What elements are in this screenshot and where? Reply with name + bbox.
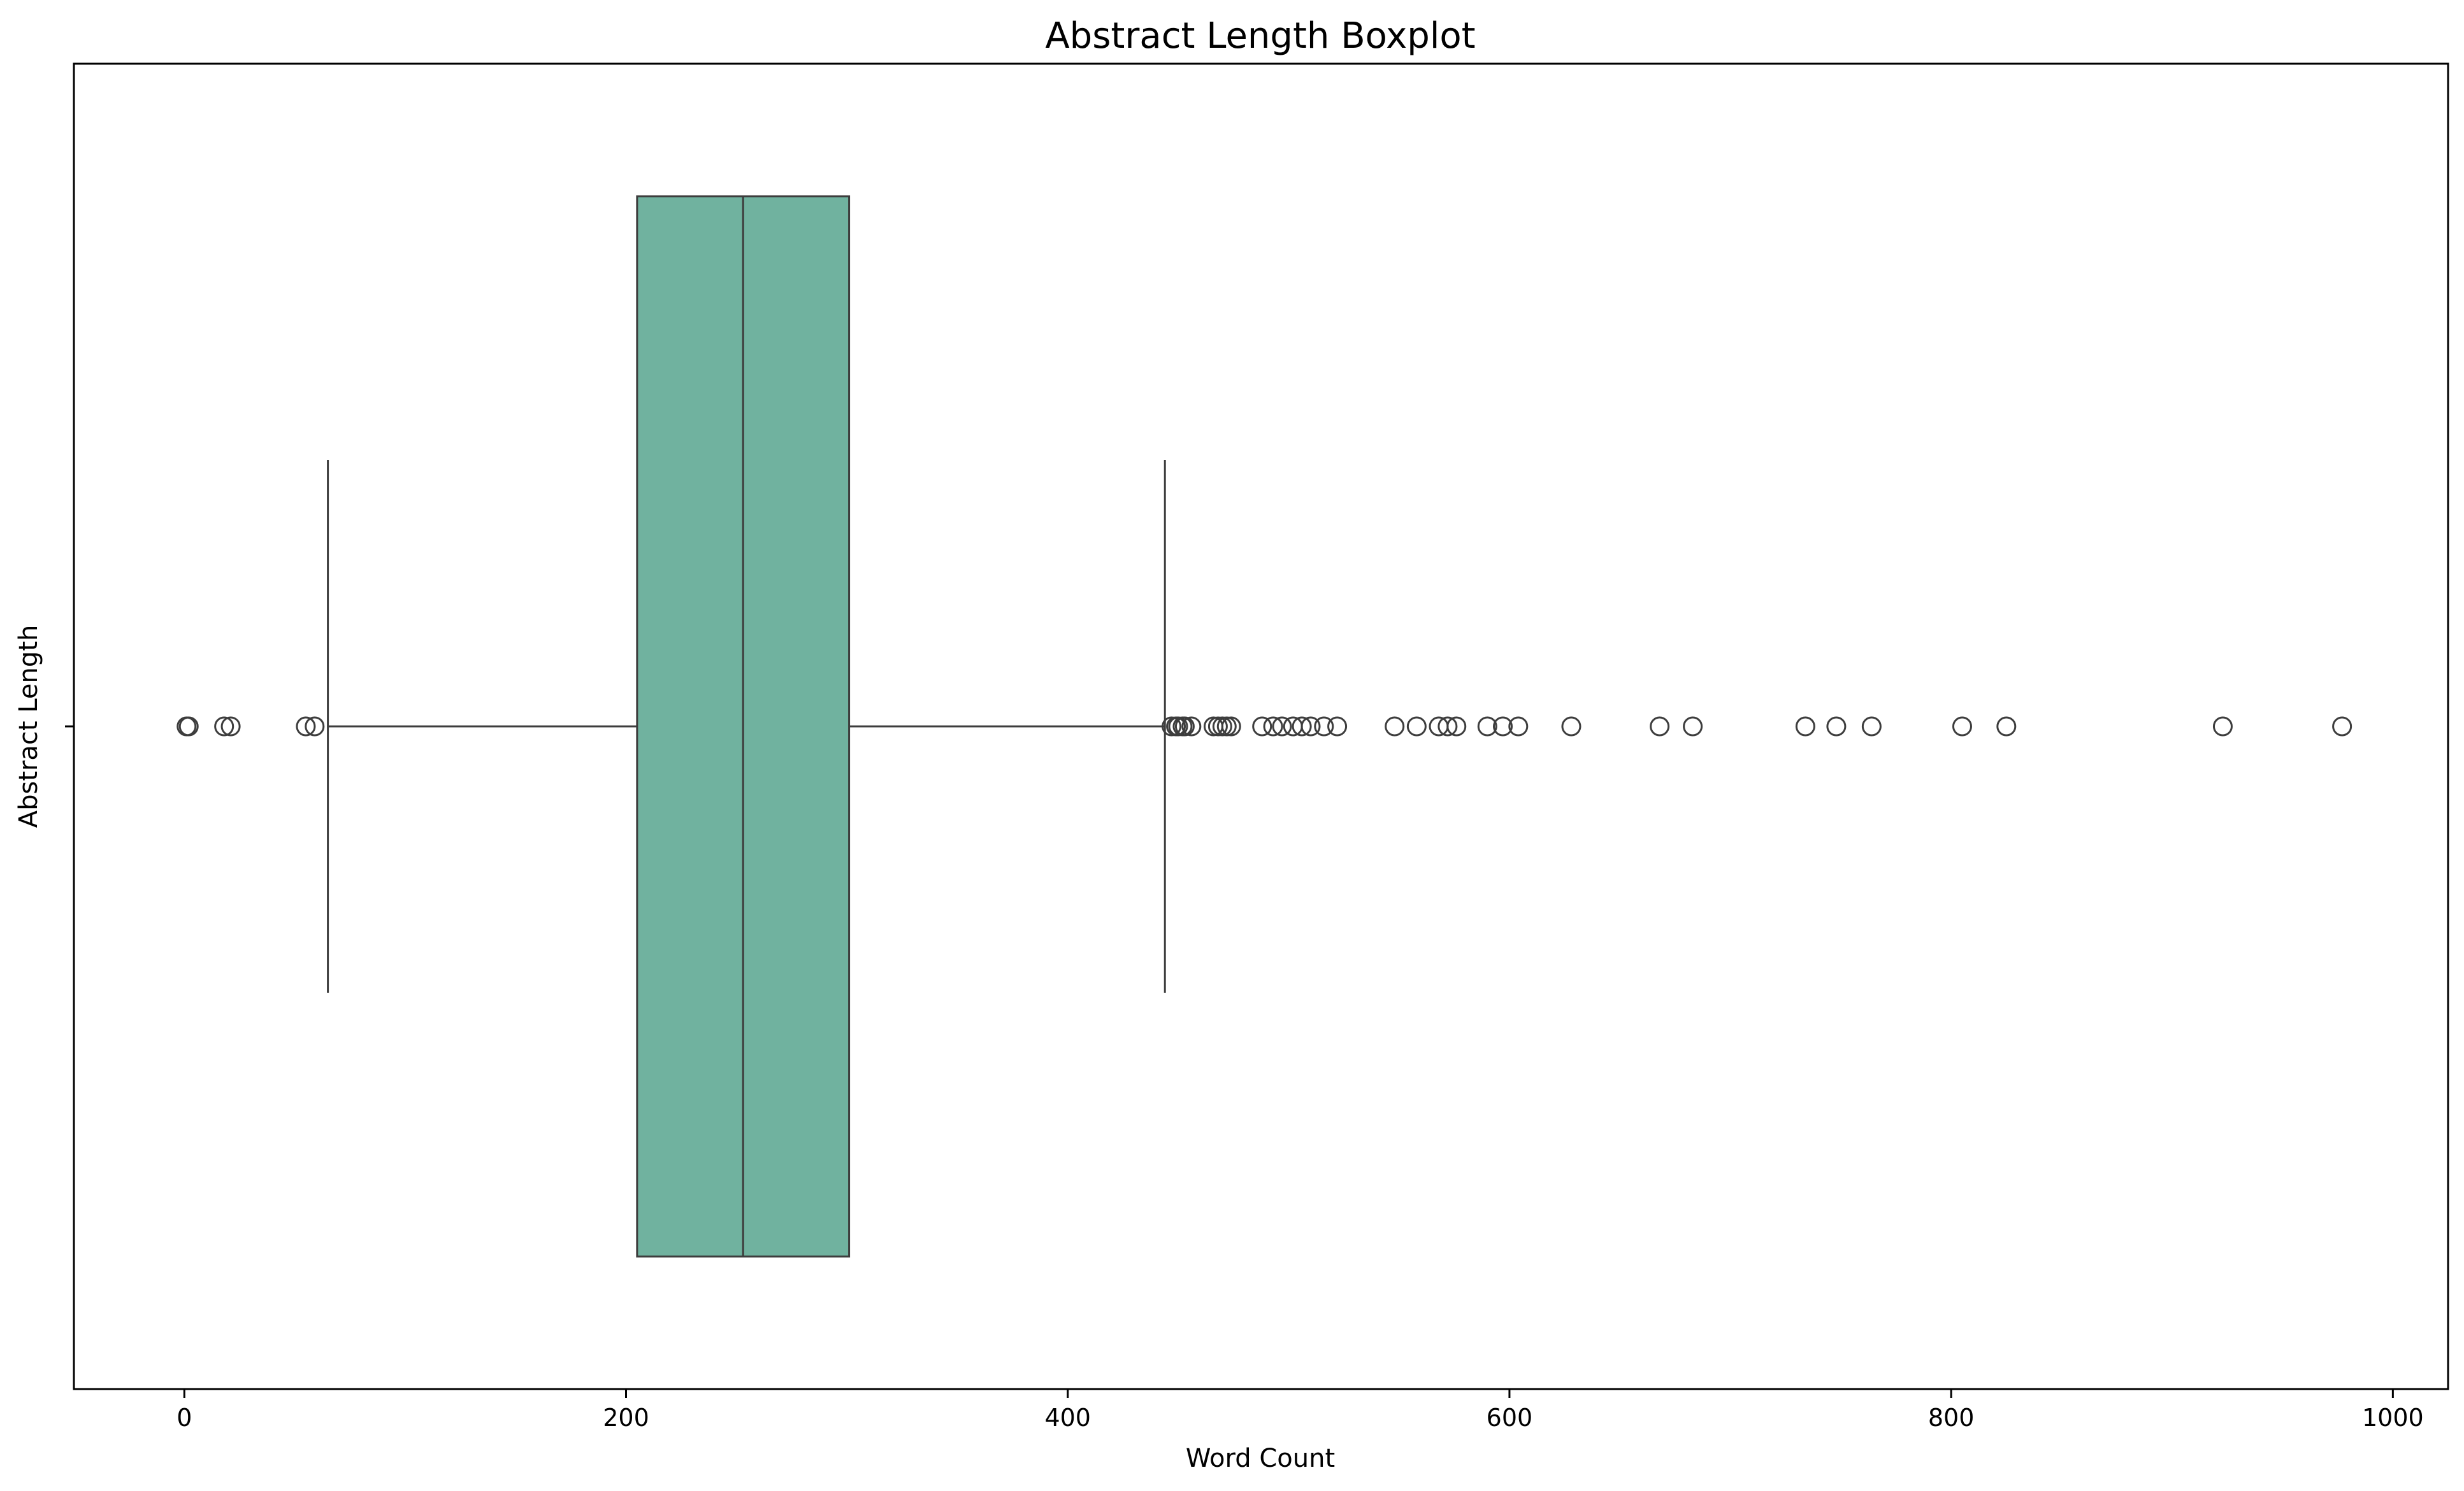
outlier-point <box>296 716 316 737</box>
outlier-point <box>1263 716 1283 737</box>
x-tick-label: 0 <box>177 1404 192 1432</box>
outlier-point <box>1826 716 1847 737</box>
x-axis-label: Word Count <box>1186 1444 1335 1473</box>
outlier-point <box>1327 716 1348 737</box>
x-axis: 0 200 400 600 800 1000 <box>177 1389 2424 1432</box>
x-tick-label: 400 <box>1044 1404 1091 1432</box>
outlier-point <box>1221 716 1241 737</box>
outlier-point <box>2212 716 2233 737</box>
outlier-point <box>1437 716 1458 737</box>
outlier-point <box>1406 716 1427 737</box>
outlier-point <box>1996 716 2017 737</box>
outlier-point <box>1168 716 1188 737</box>
y-axis-label: Abstract Length <box>14 625 43 828</box>
outlier-point <box>220 716 241 737</box>
outlier-point <box>1300 716 1321 737</box>
outlier-point <box>1181 716 1202 737</box>
outlier-point <box>1162 716 1182 737</box>
chart-title: Abstract Length Boxplot <box>1045 15 1475 57</box>
outlier-point <box>1174 716 1195 737</box>
outlier-point <box>1252 716 1272 737</box>
outlier-point <box>1650 716 1670 737</box>
x-tick-label: 200 <box>603 1404 649 1432</box>
plot-area <box>177 195 2352 1258</box>
outlier-point <box>1477 716 1497 737</box>
outlier-point <box>1952 716 1972 737</box>
outlier-point <box>1446 716 1467 737</box>
outlier-point <box>1493 716 1513 737</box>
outlier-point <box>305 716 325 737</box>
outlier-point <box>1561 716 1581 737</box>
outlier-point <box>1212 716 1232 737</box>
outlier-point <box>1795 716 1815 737</box>
outlier-point <box>1292 716 1312 737</box>
outlier-point <box>1508 716 1529 737</box>
outlier-point <box>1207 716 1228 737</box>
outlier-point <box>1272 716 1292 737</box>
outlier-point <box>1861 716 1882 737</box>
x-tick-label: 1000 <box>2362 1404 2424 1432</box>
outlier-point <box>1216 716 1237 737</box>
outlier-point <box>1385 716 1405 737</box>
x-tick-label: 600 <box>1487 1404 1533 1432</box>
outlier-point <box>1683 716 1703 737</box>
outlier-point <box>2332 716 2352 737</box>
outlier-point <box>214 716 234 737</box>
outlier-point <box>1314 716 1334 737</box>
outlier-point <box>178 716 199 737</box>
x-tick-label: 800 <box>1928 1404 1975 1432</box>
